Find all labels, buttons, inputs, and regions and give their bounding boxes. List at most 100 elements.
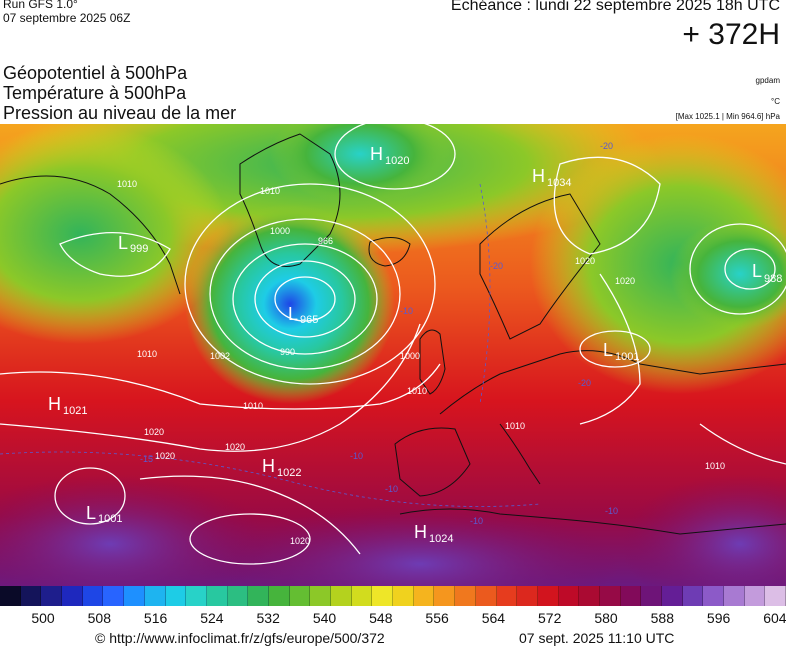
colorbar-tick-label: 596 bbox=[706, 610, 731, 626]
isobar-east-1020 bbox=[579, 273, 641, 425]
colorbar-swatch bbox=[724, 586, 745, 606]
west-atlantic-high-marker: H bbox=[48, 394, 61, 414]
colorbar-ticks: 500 508 516 524 532 540 548 556 564 572 580 588 596 6… bbox=[0, 610, 786, 628]
isobar-scandinavia bbox=[553, 156, 661, 255]
unit-temperature: °C bbox=[771, 97, 780, 106]
east-cyan-zone bbox=[670, 219, 786, 329]
canada-low-value: 999 bbox=[130, 243, 148, 255]
colorbar-swatch bbox=[41, 586, 63, 606]
russia-low-marker: L bbox=[752, 261, 762, 281]
colorbar-tick-label: 508 bbox=[87, 610, 111, 626]
coastline-europe bbox=[439, 350, 786, 415]
colorbar-tick-label: 500 bbox=[31, 610, 55, 626]
isobar-russia-2 bbox=[689, 223, 786, 315]
colorbar-tick-label: 548 bbox=[369, 610, 393, 626]
isobar-iceland-5 bbox=[184, 183, 436, 385]
colorbar-swatch bbox=[579, 586, 600, 606]
colorbar-swatch bbox=[558, 586, 580, 606]
isobar-iceland-3 bbox=[232, 243, 378, 355]
east-green-zone bbox=[530, 134, 786, 394]
colorbar-tick-label: 604 bbox=[763, 610, 786, 626]
poland-low-value: 1001 bbox=[615, 351, 639, 363]
isobar-label: 1010 bbox=[260, 186, 280, 196]
coastline-greenland bbox=[239, 133, 341, 267]
iceland-low-marker: L bbox=[288, 304, 298, 324]
temperature-label: -10 bbox=[605, 506, 618, 516]
colorbar-swatch bbox=[227, 586, 249, 606]
isobar-poland bbox=[579, 330, 651, 368]
run-title: Run GFS 1.0° bbox=[3, 0, 78, 11]
isobar-1010-long bbox=[0, 363, 441, 410]
temperature-label: -10 bbox=[400, 306, 413, 316]
isobar-sw-low bbox=[54, 467, 126, 525]
isotherm-west bbox=[0, 451, 541, 507]
temperature-label: -15 bbox=[140, 454, 153, 464]
colorbar-swatch bbox=[372, 586, 394, 606]
colorbar-swatch bbox=[455, 586, 476, 606]
colorbar-swatch bbox=[537, 586, 559, 606]
colorbar-tick-label: 580 bbox=[594, 610, 618, 626]
west-green-zone bbox=[0, 124, 230, 344]
field-geopotential: Géopotentiel à 500hPa bbox=[3, 63, 188, 83]
temperature-label: -20 bbox=[600, 141, 613, 151]
copyright-url[interactable]: © http://www.infoclimat.fr/z/gfs/europe/… bbox=[95, 630, 385, 646]
isobar-iceland-1 bbox=[274, 276, 336, 322]
colorbar-swatch bbox=[124, 586, 145, 606]
isobar-label: 1020 bbox=[155, 451, 175, 461]
scandinavia-high-value: 1034 bbox=[547, 177, 571, 189]
iceland-cold-core bbox=[185, 204, 395, 404]
sw-low-value: 1001 bbox=[98, 513, 122, 525]
colorbar-tick-label: 524 bbox=[200, 610, 224, 626]
colorbar-swatch bbox=[351, 586, 373, 606]
canada-low-marker: L bbox=[118, 233, 128, 253]
isobar-iceland-4 bbox=[209, 218, 401, 370]
isobars bbox=[0, 124, 786, 565]
isobar-label: 966 bbox=[318, 236, 333, 246]
forecast-valid-time: Echéance : lundi 22 septembre 2025 18h U… bbox=[450, 0, 780, 14]
colorbar-swatch bbox=[703, 586, 725, 606]
colorbar bbox=[0, 586, 786, 606]
unit-geopotential: gpdam bbox=[755, 76, 780, 85]
coastline-scandinavia bbox=[479, 193, 601, 340]
russia-low-value: 988 bbox=[764, 273, 782, 285]
azores-high-value: 1022 bbox=[277, 467, 301, 479]
pressure-centers: H 1020 H 1034 L 999 L 965 L 988 L 1001 H… bbox=[48, 144, 782, 545]
colorbar-tick-label: 516 bbox=[143, 610, 168, 626]
temperature-label: -10 bbox=[350, 451, 363, 461]
isotherm-east bbox=[479, 183, 491, 405]
isobar-label: 1020 bbox=[290, 536, 310, 546]
isobar-russia-1 bbox=[724, 248, 776, 290]
colorbar-tick-label: 588 bbox=[650, 610, 674, 626]
greenland-high-value: 1020 bbox=[385, 155, 409, 167]
colorbar-tick-label: 572 bbox=[538, 610, 562, 626]
colorbar-swatch bbox=[413, 586, 435, 606]
colorbar-swatch bbox=[0, 586, 21, 606]
weather-map: H 1020 H 1034 L 999 L 965 L 988 L 1001 H… bbox=[0, 124, 786, 586]
colorbar-swatch bbox=[331, 586, 352, 606]
isobar-label: 1010 bbox=[505, 421, 525, 431]
coastline-canada bbox=[0, 175, 181, 295]
colorbar-swatch bbox=[20, 586, 42, 606]
coastline-britain bbox=[419, 329, 446, 395]
west-atlantic-high-value: 1021 bbox=[63, 405, 87, 417]
colorbar-swatch bbox=[765, 586, 786, 606]
colorbar-swatch bbox=[82, 586, 104, 606]
isobar-canada-low bbox=[59, 231, 171, 277]
colorbar-swatch bbox=[62, 586, 83, 606]
colorbar-swatch bbox=[289, 586, 311, 606]
isobar-1020-long bbox=[0, 323, 421, 452]
southwest-purple-zone bbox=[0, 474, 270, 586]
isobar-label: 1020 bbox=[575, 256, 595, 266]
isobar-label: 1000 bbox=[270, 226, 290, 236]
colorbar-swatch bbox=[186, 586, 207, 606]
colorbar-swatch bbox=[434, 586, 456, 606]
temperature-labels: -20 -20 -15 -10 -10 -10 -10 -10 -20 bbox=[140, 141, 618, 526]
temperature-label: -10 bbox=[470, 516, 483, 526]
forecast-horizon: + 372H bbox=[682, 18, 780, 51]
isobar-label: 1010 bbox=[117, 179, 137, 189]
colorbar-tick-label: 564 bbox=[481, 610, 506, 626]
pressure-range: [Max 1025.1 | Min 964.6] hPa bbox=[675, 112, 780, 121]
greenland-high-marker: H bbox=[370, 144, 383, 164]
coastline-iberia bbox=[394, 427, 471, 497]
colorbar-swatch bbox=[165, 586, 187, 606]
